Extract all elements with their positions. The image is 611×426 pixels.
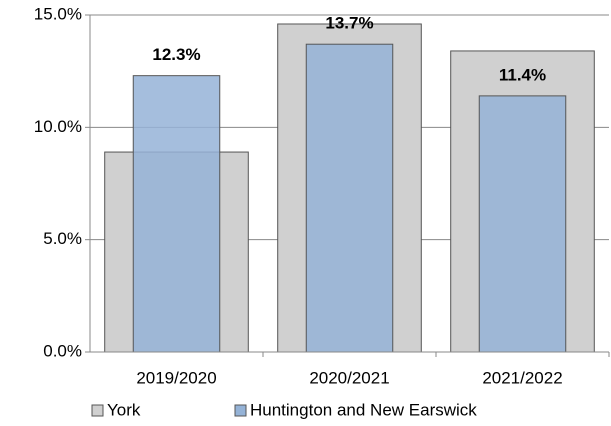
bar [305, 43, 394, 353]
legend-swatch [91, 404, 104, 417]
x-tick-label: 2019/2020 [136, 368, 216, 387]
bar [478, 95, 567, 353]
legend-swatch [234, 404, 247, 417]
x-tick-label: 2020/2021 [309, 368, 389, 387]
y-tick-label: 0.0% [43, 341, 82, 360]
value-label: 13.7% [325, 14, 373, 33]
x-tick-label: 2021/2022 [482, 368, 562, 387]
y-tick-label: 10.0% [34, 117, 82, 136]
y-tick-label: 5.0% [43, 229, 82, 248]
legend-label: York [107, 400, 141, 419]
legend-label: Huntington and New Earswick [250, 400, 477, 419]
value-label: 12.3% [152, 45, 200, 64]
bar [132, 75, 221, 353]
y-tick-label: 15.0% [34, 4, 82, 23]
value-label: 11.4% [499, 65, 546, 84]
